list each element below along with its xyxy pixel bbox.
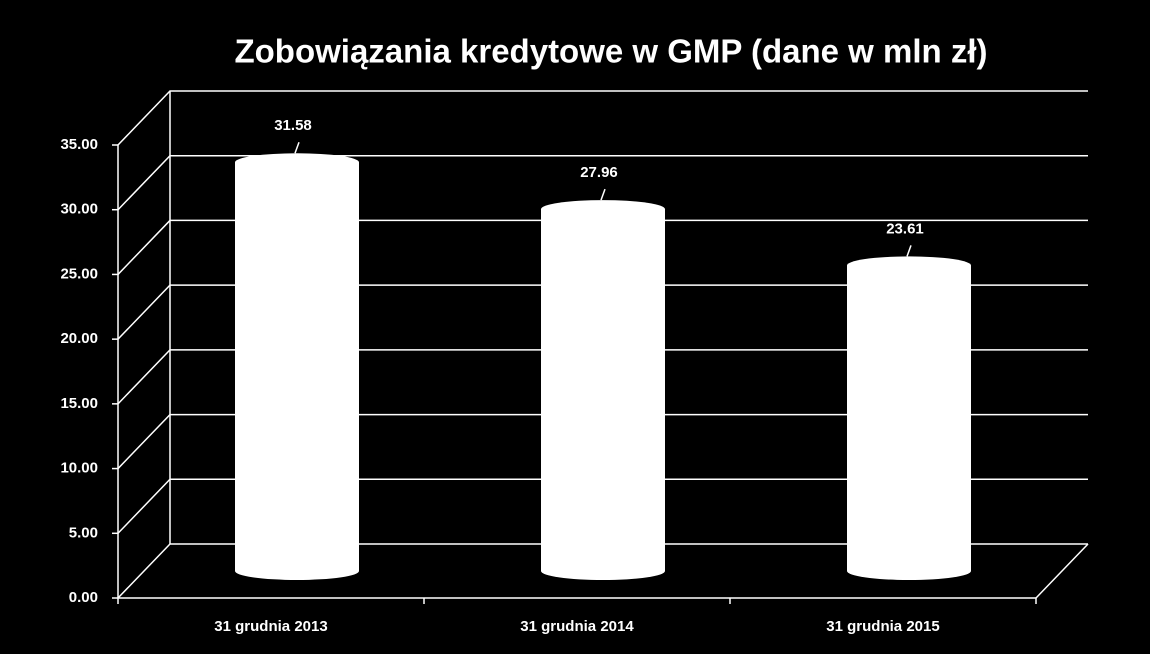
- x-tick-label: 31 grudnia 2015: [826, 618, 939, 635]
- y-tick-label: 15.00: [60, 395, 98, 412]
- y-tick-label: 0.00: [69, 589, 98, 606]
- y-tick-label: 30.00: [60, 201, 98, 218]
- y-tick-label: 10.00: [60, 460, 98, 477]
- grid-line: [117, 413, 1088, 470]
- floor-edge: [1035, 543, 1089, 599]
- y-tick-label: 5.00: [69, 524, 98, 541]
- bar: [541, 200, 665, 580]
- grid-line: [117, 349, 1088, 405]
- leader-line: [600, 188, 606, 201]
- grid-line: [117, 90, 1088, 146]
- x-tick-label: 31 grudnia 2013: [214, 618, 327, 635]
- bar: [235, 153, 359, 580]
- leader-line: [906, 245, 912, 257]
- y-tick-label: 25.00: [60, 265, 98, 282]
- grid-line: [117, 543, 1088, 599]
- chart-title: Zobowiązania kredytowe w GMP (dane w mln…: [234, 33, 987, 70]
- grid-line: [117, 219, 1088, 275]
- data-label: 27.96: [580, 164, 618, 181]
- x-tick-label: 31 grudnia 2014: [520, 618, 634, 635]
- grid-line: [117, 284, 1088, 340]
- data-label: 31.58: [274, 117, 312, 134]
- y-tick-label: 35.00: [60, 136, 98, 153]
- data-label: 23.61: [886, 220, 924, 237]
- y-tick-label: 20.00: [60, 330, 98, 347]
- grid-line: [117, 478, 1088, 534]
- bar: [847, 256, 971, 580]
- leader-line: [294, 142, 300, 154]
- grid-line: [117, 154, 1088, 211]
